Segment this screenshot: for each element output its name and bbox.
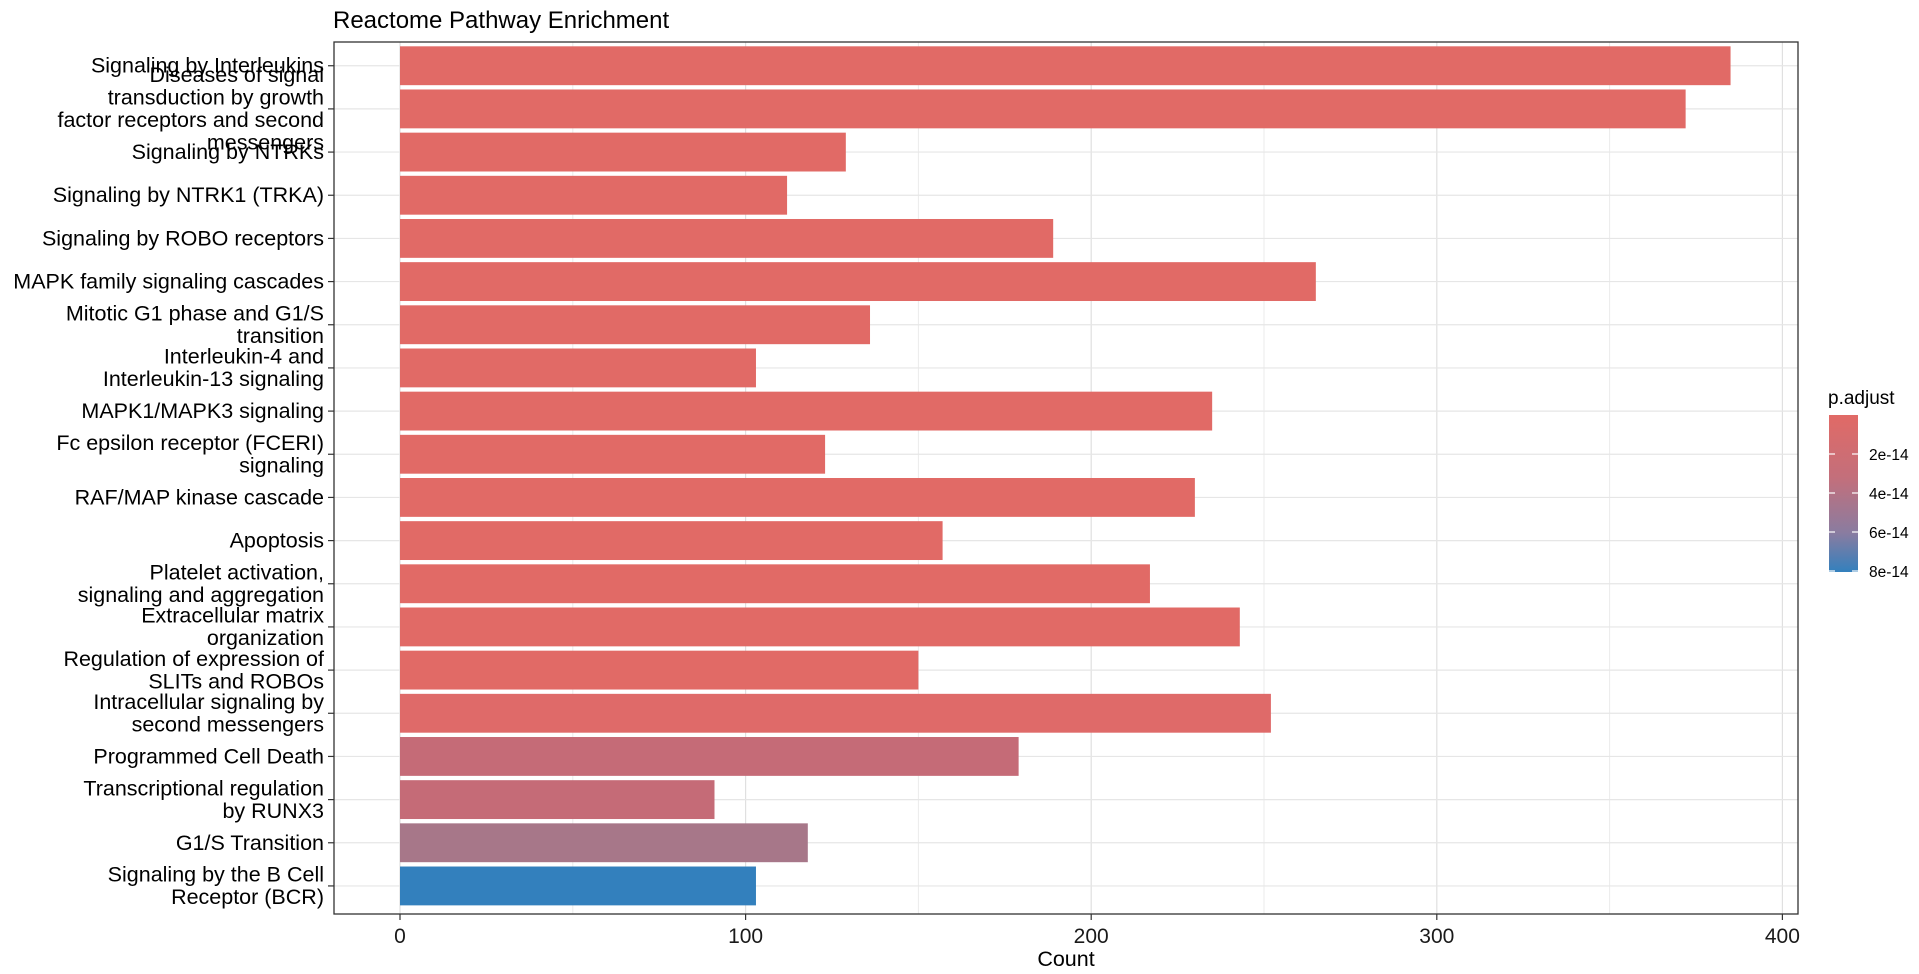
y-tick-label: Interleukin-4 and Interleukin-13 signalin… [103,345,324,392]
y-tick-label: MAPK family signaling cascades [13,270,324,294]
legend-tick-label: 8e-14 [1869,564,1909,581]
bar: Signaling by Interleukins: 385 [400,46,1731,86]
legend-ticks: 2e-14 4e-14 6e-14 8e-14 [1829,447,1909,581]
bar: Diseases of signal transduction by growt… [400,89,1686,129]
y-tick-label: Diseases of signal transduction by growth… [57,63,324,155]
bar: Intracellular signaling by second messen… [400,693,1271,733]
y-tick-label: Platelet activation, signaling and aggreg… [78,561,324,608]
y-tick-label: Signaling by ROBO receptors [42,226,324,250]
x-tick-label: 200 [1074,925,1109,948]
y-tick-label: Apoptosis [230,529,324,553]
legend: p.adjust 2e-14 4e-14 6e-14 8e-14 [1828,388,1909,581]
plot-panel-border [333,41,1799,915]
x-tick-label: 100 [728,925,763,948]
chart-title: Reactome Pathway Enrichment [333,7,669,34]
y-tick-label: MAPK1/MAPK3 signaling [81,399,324,423]
bar: G1/S Transition: 118 [400,823,808,863]
y-tick-label: Intracellular signaling by second messeng… [93,690,324,737]
y-tick-label: Signaling by the B Cell Receptor (BCR) [108,863,324,910]
x-axis: 0 100 200 300 400 [394,914,1800,948]
bar: Programmed Cell Death: 179 [400,737,1019,776]
bar: Signaling by NTRK1 (TRKA): 112 [400,175,788,215]
y-tick-label: Signaling by NTRK1 (TRKA) [53,183,324,207]
y-tick-label: Fc epsilon receptor (FCERI) signaling [56,431,324,478]
y-tick-label: Signaling by NTRKs [132,140,324,164]
bar: Platelet activation, signaling and aggre… [400,564,1150,604]
x-tick-label: 300 [1419,925,1454,948]
y-tick-label: Regulation of expression of SLITs and ROB… [63,647,324,694]
bar: Transcriptional regulation by RUNX3: 91 [400,780,715,820]
bar: Signaling by NTRKs: 129 [400,132,846,172]
bar: Extracellular matrix organization: 243 [400,607,1240,647]
legend-tick-label: 6e-14 [1869,525,1909,542]
y-tick-label: G1/S Transition [176,831,324,855]
y-tick-label: Programmed Cell Death [93,744,324,768]
bar: Fc epsilon receptor (FCERI) signaling: 1… [400,434,826,474]
y-tick-label: Extracellular matrix organization [141,604,324,651]
x-tick-label: 0 [394,925,406,948]
bars: Signaling by Interleukins: 385Diseases o… [400,46,1731,906]
bar: RAF/MAP kinase cascade: 230 [400,478,1195,517]
x-axis-label: Count [1037,947,1094,971]
y-tick-label: Transcriptional regulation by RUNX3 [83,776,324,823]
legend-title: p.adjust [1828,388,1895,409]
bar: MAPK family signaling cascades: 265 [400,262,1316,302]
bar: Mitotic G1 phase and G1/S transition: 13… [400,305,871,345]
legend-tick-label: 4e-14 [1869,486,1909,503]
bar: MAPK1/MAPK3 signaling: 235 [400,391,1213,431]
bar: Regulation of expression of SLITs and RO… [400,650,919,690]
bar: Apoptosis: 157 [400,521,943,561]
legend-tick-label: 2e-14 [1869,447,1909,464]
y-tick-label: RAF/MAP kinase cascade [75,485,324,509]
bar: Interleukin-4 and Interleukin-13 signali… [400,348,756,388]
x-tick-label: 400 [1765,925,1800,948]
y-tick-label: Mitotic G1 phase and G1/S transition [66,302,324,349]
bar: Signaling by ROBO receptors: 189 [400,218,1054,258]
bar: Signaling by the B Cell Receptor (BCR): … [400,866,756,906]
y-tick-label: Signaling by Interleukins [91,54,324,78]
